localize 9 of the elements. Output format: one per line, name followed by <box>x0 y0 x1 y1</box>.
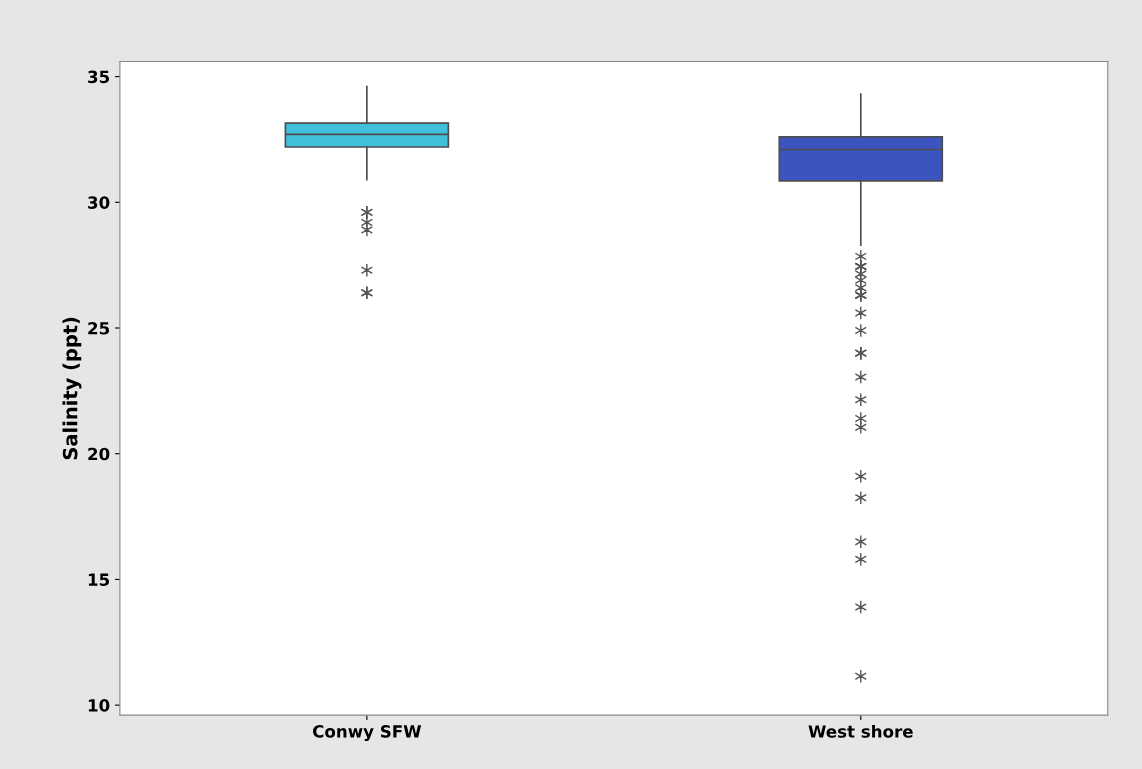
y-tick-label: 35 <box>88 70 110 84</box>
y-tick-label: 30 <box>88 196 110 209</box>
y-axis-title: Salinity (ppt) <box>62 317 82 460</box>
y-tick-label: 10 <box>88 699 110 712</box>
y-tick-label: 20 <box>88 447 110 461</box>
y-tick-label: 25 <box>88 321 110 335</box>
x-tick-label: West shore <box>808 724 913 738</box>
x-tick-label: Conwy SFW <box>313 725 422 742</box>
y-tick-label: 15 <box>88 573 110 586</box>
